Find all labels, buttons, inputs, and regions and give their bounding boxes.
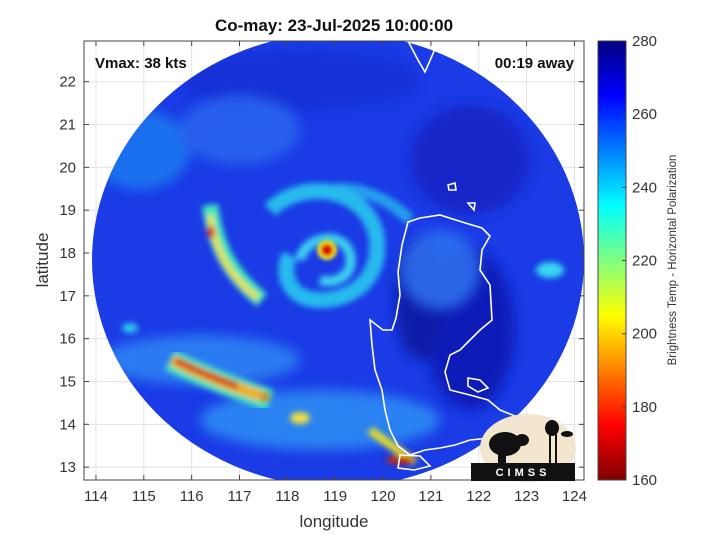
colorbar-tick-label: 200 <box>632 326 657 343</box>
y-tick-label: 18 <box>59 245 76 262</box>
swath-dark-band-northeast <box>410 105 530 215</box>
chart-title: Co-may: 23-Jul-2025 10:00:00 <box>215 16 453 35</box>
y-tick-label: 14 <box>59 416 76 433</box>
plot-frame <box>83 40 585 481</box>
x-tick-label: 120 <box>371 488 396 505</box>
y-axis-ticks: 13 14 15 16 17 18 19 20 21 22 <box>59 74 584 476</box>
water-tower-icon <box>545 420 573 464</box>
y-axis-label: latitude <box>33 233 52 288</box>
time-away-annotation: 00:19 away <box>495 55 575 72</box>
colorbar-tick-label: 180 <box>632 399 657 416</box>
spiral-band-inner <box>295 233 356 287</box>
coastline-china <box>84 41 181 51</box>
satellite-dish-icon <box>489 432 529 466</box>
brightness-temperature-swath <box>84 41 584 480</box>
spiral-band-outer <box>264 183 386 309</box>
colorbar: 160 180 200 220 240 260 280 Brightness Temp - … <box>597 33 679 489</box>
x-tick-label: 114 <box>84 488 108 505</box>
coastline-islets-north <box>447 181 457 191</box>
x-axis-ticks: 114 115 116 117 118 119 120 121 122 123 124 <box>84 41 587 505</box>
vmax-annotation: Vmax: 38 kts <box>95 55 187 72</box>
y-tick-label: 17 <box>59 288 76 305</box>
cloud-band-southwest <box>100 335 300 385</box>
x-tick-label: 122 <box>466 488 491 505</box>
feeder-band-north <box>329 183 415 225</box>
x-tick-label: 119 <box>323 488 347 505</box>
colorbar-tick-label: 240 <box>632 179 657 196</box>
cell-east <box>536 262 564 278</box>
rainband-west-core <box>207 214 260 301</box>
cloud-band-east <box>400 230 480 310</box>
coastline-mindoro <box>397 454 432 471</box>
x-tick-label: 116 <box>180 488 204 505</box>
colorbar-tick-label: 280 <box>632 33 657 50</box>
y-tick-label: 13 <box>59 459 76 476</box>
logo-text: CIMSS <box>496 467 551 479</box>
y-tick-label: 20 <box>59 159 76 176</box>
cell-small <box>260 393 270 401</box>
rainband-south-hot <box>174 357 239 389</box>
x-tick-label: 117 <box>228 488 252 505</box>
eye-core <box>321 244 333 256</box>
cell-south <box>290 412 310 424</box>
coastline-taiwan <box>407 41 439 74</box>
x-tick-label: 115 <box>132 488 156 505</box>
colorbar-ticks: 160 180 200 220 240 260 280 <box>622 33 657 489</box>
y-tick-label: 16 <box>59 331 76 348</box>
rainband-west-red <box>207 226 215 238</box>
y-tick-label: 21 <box>59 117 76 134</box>
x-tick-label: 118 <box>275 488 299 505</box>
coastline-islets-east <box>467 377 490 393</box>
colorbar-gradient <box>597 40 627 481</box>
cell-west <box>122 323 138 333</box>
y-tick-label: 19 <box>59 202 76 219</box>
coastline-islets-ne <box>466 202 476 212</box>
colorbar-label: Brightness Temp - Horizontal Polarizatio… <box>667 155 679 366</box>
x-tick-label: 124 <box>562 488 587 505</box>
cloud-band-northwest <box>180 95 300 165</box>
y-tick-label: 15 <box>59 373 76 390</box>
cimss-logo: CIMSS <box>471 414 576 482</box>
colorbar-tick-label: 260 <box>632 106 657 123</box>
x-axis-label: longitude <box>299 512 368 531</box>
y-tick-label: 22 <box>59 74 76 91</box>
logo-banner <box>471 463 575 481</box>
colorbar-tick-label: 160 <box>632 472 657 489</box>
x-tick-label: 121 <box>418 488 443 505</box>
x-tick-label: 123 <box>514 488 539 505</box>
colorbar-tick-label: 220 <box>632 253 657 270</box>
